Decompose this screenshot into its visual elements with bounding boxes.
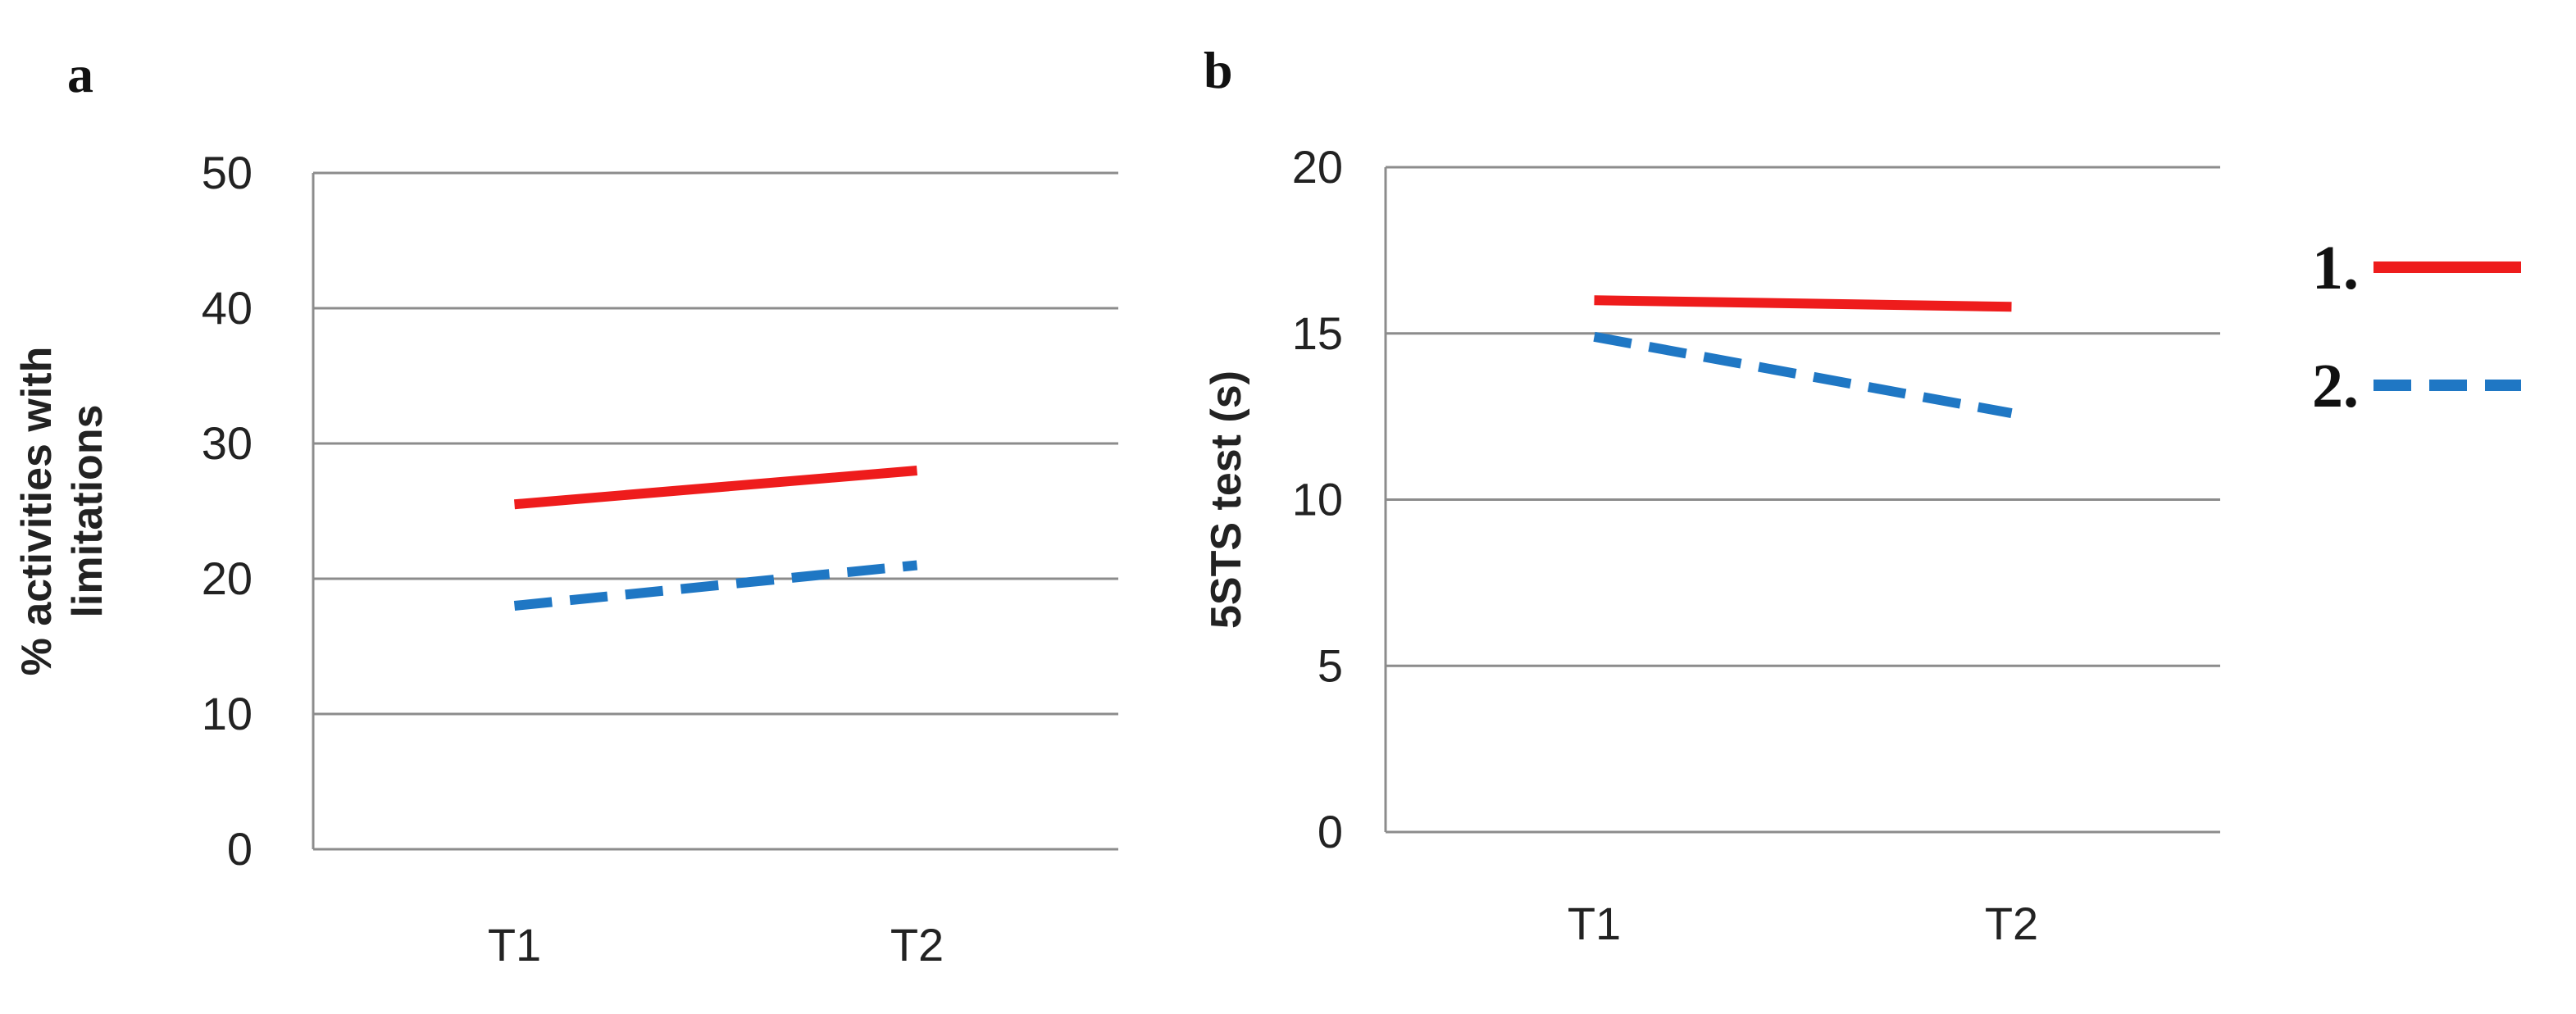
y-tick-label: 20 [202, 552, 253, 604]
y-tick-label: 10 [1292, 474, 1343, 525]
series-line-1 [513, 466, 918, 510]
y-axis-label: limitations [64, 404, 112, 617]
x-tick-label: T2 [1985, 898, 2038, 949]
panel-b: b 0 5 10 15 20 T1 T2 5STS test (s) [1203, 41, 2220, 949]
y-axis-label: % activities with [13, 347, 61, 676]
y-tick-label: 0 [1318, 806, 1343, 857]
series-line-1 [1594, 295, 2012, 312]
legend: 1. 2. [2312, 234, 2521, 421]
y-tick-label: 5 [1318, 639, 1343, 691]
x-tick-label: T2 [890, 919, 944, 971]
legend-label: 2. [2312, 352, 2359, 421]
y-tick-label: 20 [1292, 141, 1343, 193]
panel-letter: b [1204, 41, 1233, 99]
y-tick-label: 15 [1292, 307, 1343, 359]
y-axis-label: 5STS test (s) [1203, 371, 1250, 629]
panel-a: a 0 10 20 30 40 50 T1 T2 % activities with limitat… [13, 45, 1118, 971]
y-tick-label: 0 [227, 823, 253, 875]
y-tick-label: 40 [202, 282, 253, 334]
panel-letter: a [67, 45, 93, 103]
legend-label: 1. [2312, 234, 2359, 302]
x-tick-label: T1 [488, 919, 541, 971]
x-tick-label: T1 [1568, 898, 1621, 949]
series-line-2 [1593, 331, 2013, 418]
y-tick-label: 50 [202, 147, 253, 198]
y-tick-label: 10 [202, 688, 253, 739]
series-line-2 [513, 560, 918, 611]
y-tick-label: 30 [202, 417, 253, 469]
